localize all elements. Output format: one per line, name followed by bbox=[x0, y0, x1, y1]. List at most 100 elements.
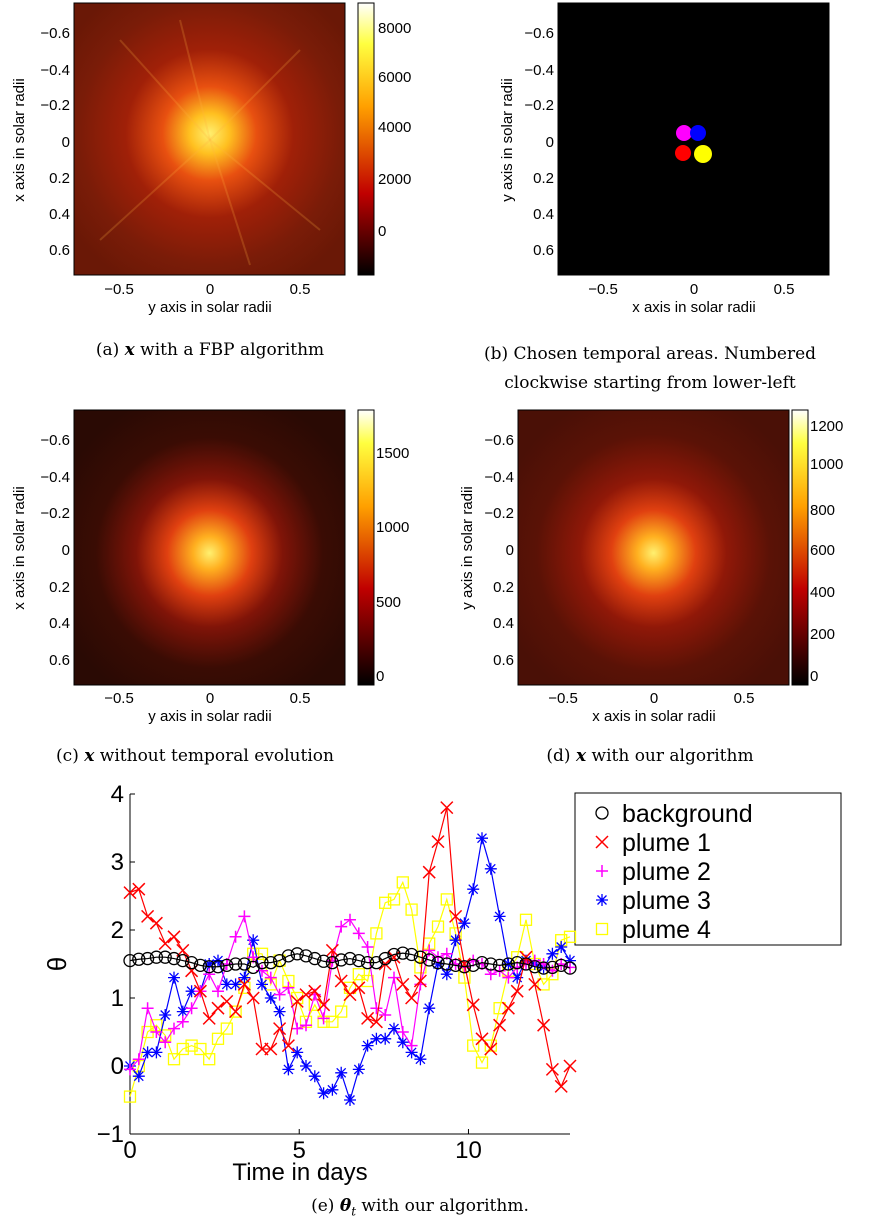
ytick: 0.2 bbox=[49, 579, 70, 596]
legend-item: plume 3 bbox=[596, 887, 711, 915]
ytick: 0 bbox=[506, 542, 514, 559]
ytick: −0.6 bbox=[484, 432, 514, 449]
colorbar-a-tick: 4000 bbox=[378, 119, 411, 136]
xtick: −0.5 bbox=[548, 690, 578, 707]
colorbar-c-tick: 500 bbox=[376, 594, 401, 611]
heatmap-a-svg: 8000 6000 4000 2000 0 −0.6 −0.4 −0.2 0 0… bbox=[11, 2, 411, 316]
heatmap-c-image bbox=[74, 410, 345, 685]
data-point bbox=[413, 950, 428, 964]
data-point bbox=[405, 1039, 418, 1052]
ytick: 0.4 bbox=[49, 615, 70, 632]
data-point bbox=[564, 954, 576, 967]
data-point bbox=[149, 916, 163, 930]
data-point bbox=[457, 960, 472, 974]
data-point bbox=[229, 1005, 243, 1019]
data-point bbox=[361, 1039, 374, 1052]
data-point bbox=[466, 958, 480, 973]
panel-c: 1500 1000 500 0 −0.6 −0.4 −0.2 0 0.2 0.4… bbox=[0, 405, 430, 735]
axes-d-frame bbox=[517, 409, 790, 686]
heatmap-c-svg: 1500 1000 500 0 −0.6 −0.4 −0.2 0 0.2 0.4… bbox=[11, 409, 409, 725]
data-point bbox=[300, 1060, 312, 1072]
ytick: 0.4 bbox=[49, 206, 70, 223]
colorbar-a-tick: 0 bbox=[378, 223, 386, 240]
data-point bbox=[141, 1002, 154, 1015]
legend-item: plume 2 bbox=[596, 858, 711, 886]
data-point bbox=[537, 978, 550, 991]
data-point bbox=[282, 981, 295, 994]
data-point bbox=[361, 1011, 375, 1025]
data-point bbox=[237, 957, 252, 971]
data-point bbox=[405, 1046, 418, 1059]
data-point bbox=[220, 978, 233, 991]
axes-b-ylabel: y axis in solar radii bbox=[499, 78, 516, 201]
data-point bbox=[150, 1026, 163, 1038]
data-point bbox=[554, 958, 568, 973]
data-point bbox=[537, 1018, 551, 1032]
data-point bbox=[123, 1090, 137, 1103]
data-point bbox=[193, 958, 208, 973]
legend-label: plume 3 bbox=[622, 887, 711, 915]
data-point bbox=[422, 953, 436, 967]
data-point bbox=[361, 974, 374, 988]
data-point bbox=[290, 994, 304, 1008]
ytick: 0.2 bbox=[49, 170, 70, 187]
data-point bbox=[316, 954, 331, 968]
x-axis-title: Time in days bbox=[232, 1159, 367, 1186]
colorbar-c-ticks: 1500 1000 500 0 bbox=[376, 445, 409, 685]
ytick: 0.2 bbox=[533, 170, 554, 187]
data-point bbox=[335, 920, 348, 933]
data-point bbox=[388, 971, 400, 984]
data-point bbox=[545, 1062, 559, 1076]
data-point bbox=[440, 968, 453, 981]
data-point bbox=[238, 971, 251, 984]
data-point bbox=[123, 953, 137, 968]
data-point bbox=[448, 958, 463, 973]
data-point bbox=[467, 1039, 480, 1052]
data-point bbox=[132, 882, 146, 896]
data-point bbox=[291, 1046, 304, 1059]
data-point bbox=[203, 1053, 216, 1066]
data-point bbox=[370, 927, 383, 940]
data-point bbox=[273, 1005, 286, 1018]
data-point bbox=[141, 1046, 154, 1059]
x-tick-label: 0 bbox=[123, 1137, 136, 1164]
data-point bbox=[352, 981, 366, 995]
data-point bbox=[396, 1026, 409, 1038]
ytick: 0.4 bbox=[533, 206, 554, 223]
data-point bbox=[229, 1005, 242, 1018]
xtick: 0.5 bbox=[290, 690, 311, 707]
colorbar-a-tick: 2000 bbox=[378, 171, 411, 188]
data-point bbox=[334, 953, 348, 967]
ytick: 0 bbox=[62, 134, 70, 151]
data-point bbox=[555, 941, 568, 953]
data-point bbox=[387, 893, 401, 906]
data-point bbox=[325, 943, 339, 957]
axes-d-yticks: −0.6 −0.4 −0.2 0 0.2 0.4 0.6 bbox=[484, 432, 514, 669]
data-point bbox=[563, 961, 577, 975]
data-point bbox=[414, 961, 427, 974]
data-point bbox=[536, 961, 551, 975]
axes-b-yticks: −0.6 −0.4 −0.2 0 0.2 0.4 0.6 bbox=[524, 25, 554, 259]
data-point bbox=[124, 1063, 136, 1076]
axes-c-xlabel: y axis in solar radii bbox=[148, 708, 271, 725]
data-point bbox=[149, 950, 164, 964]
data-point bbox=[256, 978, 268, 991]
panel-d: 1200 1000 800 600 400 200 0 −0.6 −0.4 −0… bbox=[440, 405, 870, 735]
data-point bbox=[396, 876, 409, 889]
region-4-marker bbox=[694, 145, 712, 163]
data-point bbox=[255, 955, 269, 970]
axes-a-xticks: −0.5 0 0.5 bbox=[104, 281, 310, 298]
colorbar-a-ticks: 8000 6000 4000 2000 0 bbox=[378, 20, 411, 240]
data-point bbox=[405, 903, 418, 916]
data-point bbox=[335, 1005, 348, 1018]
data-point bbox=[370, 1002, 383, 1015]
data-point bbox=[440, 957, 454, 971]
data-point bbox=[595, 835, 609, 849]
xtick: 0 bbox=[206, 690, 214, 707]
xtick: 0 bbox=[206, 281, 214, 298]
data-point bbox=[554, 1079, 568, 1093]
colorbar-c bbox=[357, 409, 375, 686]
data-point bbox=[211, 960, 225, 974]
axes-d-ylabel: y axis in solar radii bbox=[459, 486, 476, 609]
